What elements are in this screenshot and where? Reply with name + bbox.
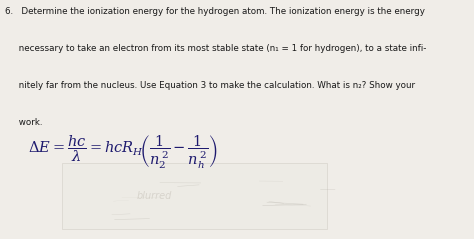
Text: nitely far from the nucleus. Use Equation 3 to make the calculation. What is n₂?: nitely far from the nucleus. Use Equatio… xyxy=(5,81,415,90)
Text: necessary to take an electron from its most stable state (n₁ = 1 for hydrogen), : necessary to take an electron from its m… xyxy=(5,44,426,53)
Text: work.: work. xyxy=(5,118,42,127)
FancyBboxPatch shape xyxy=(62,163,327,229)
Text: $\Delta E = \dfrac{hc}{\lambda} = hcR_H\!\left(\dfrac{1}{n_2^{\,2}} - \dfrac{1}{: $\Delta E = \dfrac{hc}{\lambda} = hcR_H\… xyxy=(28,134,218,171)
Text: 6.   Determine the ionization energy for the hydrogen atom. The ionization energ: 6. Determine the ionization energy for t… xyxy=(5,7,425,16)
Text: blurred: blurred xyxy=(137,191,172,201)
